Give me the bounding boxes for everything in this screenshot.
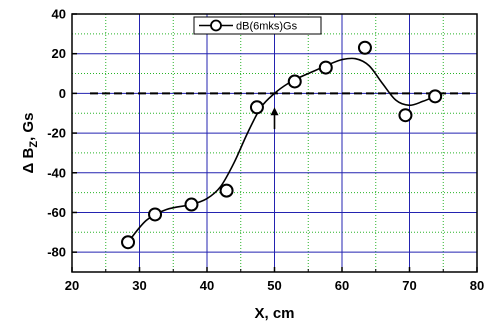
x-tick-label: 60 [335, 278, 349, 293]
legend-label: dB(6mks)Gs [236, 21, 298, 33]
data-point [318, 60, 333, 75]
x-tick-label: 70 [402, 278, 416, 293]
x-tick-label: 20 [65, 278, 79, 293]
annotation-arrow [270, 107, 279, 130]
y-tick-label: -60 [47, 205, 66, 220]
data-point [249, 100, 264, 115]
x-tick-label: 30 [132, 278, 146, 293]
y-tick-label: -20 [47, 126, 66, 141]
legend-marker [210, 19, 222, 32]
y-axis-title-sub: Z [28, 141, 40, 148]
data-point [219, 183, 234, 198]
x-tick-label: 80 [470, 278, 484, 293]
x-tick-label: 50 [267, 278, 281, 293]
data-point [398, 108, 413, 123]
y-tick-labels: 40 20 0 -20 -40 -60 -80 [47, 7, 66, 260]
minor-grid [72, 14, 477, 273]
y-axis-title-main: Δ B [20, 147, 37, 173]
data-point [121, 235, 136, 250]
y-axis-title-unit: , Gs [20, 113, 37, 141]
x-tick-labels: 20 30 40 50 60 70 80 [65, 278, 484, 293]
data-point [357, 40, 372, 55]
arrow-head [270, 107, 279, 116]
y-axis-title: Δ BZ, Gs [20, 113, 40, 174]
legend: dB(6mks)Gs [193, 16, 322, 35]
axis-ticks [71, 13, 478, 272]
x-tick-label: 40 [200, 278, 214, 293]
data-point [184, 197, 199, 212]
y-tick-label: 40 [52, 7, 66, 22]
x-axis-title: X, cm [254, 305, 294, 322]
y-tick-label: 0 [59, 86, 66, 101]
data-point [287, 74, 302, 89]
legend-box [193, 16, 322, 35]
y-tick-label: 20 [52, 46, 66, 61]
y-tick-label: -40 [47, 165, 66, 180]
y-tick-label: -80 [47, 245, 66, 260]
data-points [121, 40, 443, 250]
data-point [148, 207, 163, 222]
data-point [428, 89, 443, 104]
